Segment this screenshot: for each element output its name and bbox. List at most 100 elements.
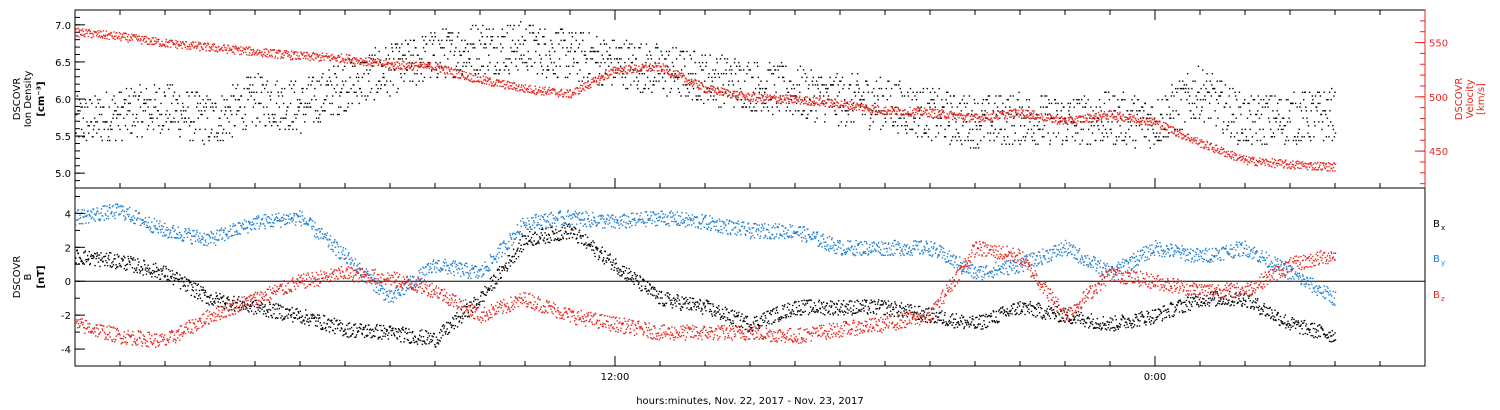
point-ion-density — [350, 87, 352, 90]
point-ion-density — [1156, 139, 1158, 142]
point-ion-density — [657, 73, 660, 75]
point-velocity — [301, 54, 304, 56]
point-velocity — [226, 47, 228, 49]
point-ion-density — [1124, 136, 1127, 138]
point-ion-density — [609, 54, 611, 56]
point-velocity — [699, 87, 701, 89]
point-velocity — [731, 92, 733, 95]
point-ion-density — [460, 69, 462, 71]
point-ion-density — [196, 106, 198, 108]
point-velocity — [1212, 148, 1214, 151]
point-ion-density — [1281, 132, 1283, 134]
point-velocity — [90, 32, 92, 35]
point-velocity — [881, 110, 883, 112]
point-velocity — [302, 53, 304, 55]
point-ion-density — [835, 113, 838, 116]
point-velocity — [410, 64, 413, 66]
point-velocity — [1119, 115, 1122, 118]
point-velocity — [563, 93, 565, 96]
point-ion-density — [680, 69, 683, 71]
point-velocity — [1024, 117, 1027, 119]
point-ion-density — [1153, 117, 1156, 119]
point-velocity — [335, 59, 337, 62]
point-velocity — [298, 58, 300, 60]
point-bx — [95, 253, 97, 255]
point-ion-density — [743, 69, 745, 71]
point-ion-density — [124, 102, 126, 105]
point-ion-density — [952, 136, 954, 138]
point-ion-density — [1004, 106, 1007, 108]
point-velocity — [155, 40, 157, 43]
point-ion-density — [856, 80, 858, 82]
point-velocity — [1143, 116, 1145, 119]
point-velocity — [693, 80, 695, 82]
point-velocity — [1213, 147, 1215, 149]
point-bx — [77, 252, 80, 254]
point-ion-density — [320, 106, 323, 108]
point-ion-density — [147, 125, 150, 127]
point-velocity — [597, 77, 600, 79]
point-velocity — [1244, 158, 1246, 160]
point-ion-density — [932, 117, 934, 119]
point-velocity — [417, 66, 420, 68]
point-velocity — [941, 111, 944, 113]
point-velocity — [856, 103, 859, 106]
point-velocity — [899, 109, 901, 111]
point-ion-density — [1061, 102, 1063, 105]
point-ion-density — [187, 106, 189, 108]
point-ion-density — [131, 132, 133, 134]
point-velocity — [392, 65, 394, 68]
point-ion-density — [221, 132, 224, 134]
point-velocity — [419, 66, 421, 68]
point-ion-density — [481, 36, 483, 38]
point-velocity — [359, 63, 361, 65]
point-ion-density — [1274, 117, 1277, 119]
point-velocity — [787, 97, 789, 100]
point-velocity — [454, 68, 456, 70]
point-ion-density — [130, 132, 132, 134]
point-ion-density — [447, 32, 449, 34]
point-ion-density — [225, 110, 227, 112]
point-velocity — [965, 114, 967, 117]
point-ion-density — [231, 136, 233, 138]
point-ion-density — [224, 106, 226, 108]
point-ion-density — [124, 125, 127, 127]
point-ion-density — [401, 58, 404, 60]
point-velocity — [452, 69, 454, 71]
point-bx — [90, 255, 92, 258]
point-ion-density — [236, 110, 238, 112]
point-velocity — [1167, 125, 1169, 127]
point-ion-density — [797, 69, 799, 71]
point-velocity — [402, 60, 404, 63]
point-velocity — [1052, 117, 1054, 120]
point-ion-density — [1314, 125, 1316, 127]
point-velocity — [410, 63, 412, 65]
point-velocity — [976, 114, 979, 116]
point-ion-density — [340, 106, 342, 108]
point-ion-density — [137, 121, 139, 123]
point-velocity — [1332, 166, 1335, 169]
point-ion-density — [584, 50, 586, 53]
point-velocity — [950, 110, 952, 112]
point-velocity — [1173, 133, 1175, 135]
point-velocity — [1285, 164, 1288, 166]
point-bx — [112, 260, 114, 263]
point-velocity — [547, 88, 549, 91]
point-ion-density — [196, 91, 198, 93]
point-ion-density — [815, 110, 817, 112]
point-velocity — [1199, 141, 1202, 143]
point-velocity — [320, 57, 322, 59]
point-velocity — [1084, 121, 1086, 123]
point-ion-density — [112, 117, 114, 119]
point-ion-density — [966, 102, 968, 105]
point-ion-density — [202, 99, 204, 101]
point-bx — [91, 255, 94, 257]
point-velocity — [1321, 168, 1324, 170]
point-ion-density — [1285, 139, 1287, 142]
point-bx — [137, 264, 139, 266]
point-ion-density — [353, 91, 355, 93]
point-velocity — [525, 89, 528, 91]
point-velocity — [1308, 166, 1311, 168]
point-velocity — [1172, 126, 1175, 129]
point-ion-density — [822, 95, 825, 97]
